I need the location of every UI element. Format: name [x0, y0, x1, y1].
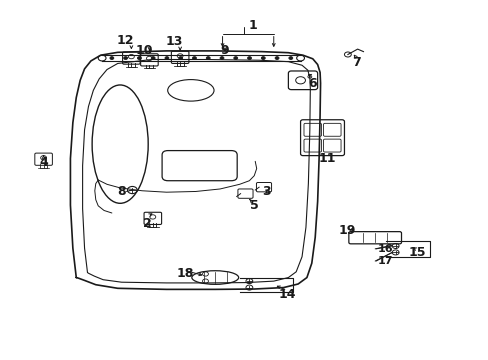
- Circle shape: [151, 57, 155, 59]
- Text: 7: 7: [351, 56, 360, 69]
- Text: 10: 10: [136, 44, 153, 57]
- Text: 1: 1: [248, 19, 257, 32]
- Circle shape: [206, 57, 210, 59]
- Circle shape: [164, 57, 168, 59]
- Text: 13: 13: [165, 35, 182, 49]
- Text: 16: 16: [377, 244, 393, 254]
- Text: 19: 19: [338, 224, 355, 237]
- Text: 5: 5: [249, 199, 258, 212]
- Text: 14: 14: [278, 288, 296, 301]
- Circle shape: [261, 57, 264, 59]
- Circle shape: [137, 57, 141, 59]
- Circle shape: [233, 57, 237, 59]
- Circle shape: [275, 57, 279, 59]
- Text: 15: 15: [408, 246, 426, 259]
- Text: 3: 3: [262, 185, 270, 198]
- Circle shape: [123, 57, 127, 59]
- Text: 4: 4: [39, 156, 48, 169]
- Text: 2: 2: [142, 217, 151, 230]
- Circle shape: [192, 57, 196, 59]
- Circle shape: [288, 57, 292, 59]
- Circle shape: [179, 57, 183, 59]
- Text: 8: 8: [117, 185, 126, 198]
- Text: 18: 18: [176, 267, 193, 280]
- Text: 12: 12: [116, 33, 134, 47]
- Text: 11: 11: [318, 152, 335, 165]
- Text: 9: 9: [220, 44, 229, 57]
- Text: 6: 6: [308, 77, 316, 90]
- Circle shape: [247, 57, 251, 59]
- Circle shape: [110, 57, 114, 59]
- Text: 17: 17: [377, 256, 393, 266]
- Circle shape: [220, 57, 224, 59]
